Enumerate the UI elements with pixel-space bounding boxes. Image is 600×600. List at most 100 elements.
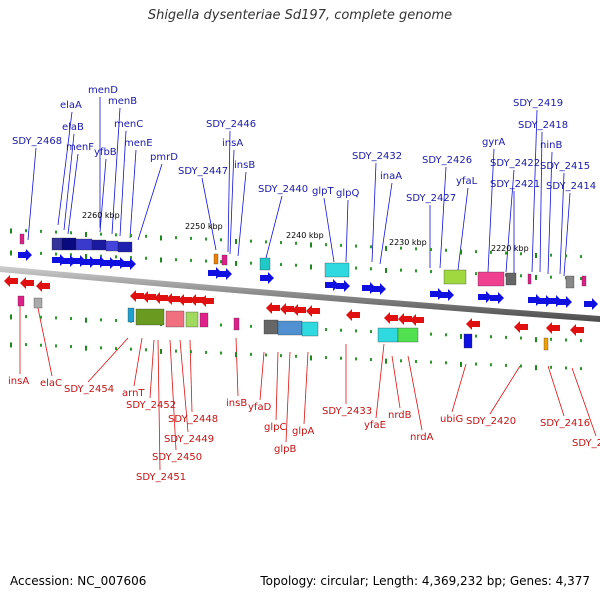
- gene-block: [185, 311, 199, 328]
- gene-label-top: glpQ: [336, 188, 359, 199]
- leader-line: [237, 171, 247, 257]
- reverse-gene-arrow: [346, 309, 360, 321]
- gene-features: [4, 228, 598, 371]
- tick-mark: [505, 335, 507, 339]
- leader-line: [99, 158, 107, 233]
- tick-mark: [220, 351, 222, 355]
- genome-summary-text: Topology: circular; Length: 4,369,232 bp…: [260, 574, 590, 588]
- reverse-gene-arrow: [36, 280, 50, 292]
- tick-mark: [475, 362, 477, 366]
- gene-block: [397, 327, 419, 343]
- gene-block: [199, 312, 209, 328]
- gene-label-top: SDY_2422: [490, 158, 540, 169]
- gene-label-top: SDY_2426: [422, 155, 472, 166]
- tick-mark: [250, 261, 252, 265]
- tick-mark: [490, 250, 492, 254]
- leader-line: [505, 169, 515, 273]
- leader-line: [563, 192, 571, 277]
- gene-label-top: SDY_2447: [178, 166, 228, 177]
- tick-mark: [580, 339, 582, 343]
- tick-mark: [25, 229, 27, 233]
- tick-mark: [385, 245, 387, 251]
- tick-mark: [445, 361, 447, 365]
- reverse-gene-arrow: [166, 293, 180, 305]
- tick-mark: [520, 336, 522, 340]
- tick-mark: [445, 248, 447, 252]
- reverse-gene-arrow: [142, 291, 156, 303]
- tick-mark: [100, 232, 102, 236]
- tick-mark: [325, 243, 327, 247]
- tick-mark: [550, 337, 552, 341]
- tick-mark: [415, 269, 417, 273]
- forward-gene-arrow: [18, 249, 32, 261]
- tick-mark: [310, 355, 312, 361]
- gene-label-top: pmrD: [150, 152, 178, 163]
- tick-mark: [235, 260, 237, 266]
- tick-mark: [115, 233, 117, 237]
- gene-label-top: inaA: [380, 171, 402, 182]
- tick-mark: [520, 252, 522, 256]
- tick-mark: [355, 329, 357, 333]
- leader-line: [285, 351, 291, 443]
- gene-label-top: glpT: [312, 186, 334, 197]
- tick-mark: [295, 241, 297, 245]
- tick-mark: [460, 361, 462, 367]
- leader-line: [371, 162, 377, 263]
- tick-mark: [205, 237, 207, 241]
- gene-label-top: elaA: [60, 100, 82, 111]
- tick-mark: [325, 356, 327, 360]
- gene-label-bottom: ubiG: [440, 414, 463, 425]
- reverse-gene-arrow: [130, 290, 144, 302]
- tick-mark: [115, 255, 117, 259]
- gene-label-top: menD: [88, 85, 118, 96]
- leader-line: [63, 133, 75, 231]
- leader-line: [179, 339, 189, 433]
- forward-gene-arrow: [558, 296, 572, 308]
- tick-mark: [265, 353, 267, 357]
- tick-mark: [145, 256, 147, 260]
- gene-block: [443, 269, 467, 285]
- tick-mark: [280, 263, 282, 267]
- leader-line: [439, 166, 447, 269]
- leader-line: [379, 182, 393, 265]
- tick-mark: [190, 236, 192, 240]
- tick-mark: [550, 275, 552, 279]
- tick-mark: [25, 343, 27, 347]
- gene-block: [505, 272, 517, 286]
- gene-label-top: yfbB: [94, 147, 117, 158]
- leader-line: [407, 355, 423, 431]
- kbp-label: 2230 kbp: [389, 238, 427, 247]
- leader-line: [27, 147, 37, 241]
- tick-mark: [40, 315, 42, 319]
- tick-mark: [385, 267, 387, 273]
- reverse-gene-arrow: [514, 321, 528, 333]
- tick-mark: [355, 244, 357, 248]
- tick-mark: [85, 345, 87, 351]
- leader-line: [265, 195, 283, 259]
- tick-mark: [475, 250, 477, 254]
- tick-mark: [295, 263, 297, 267]
- gene-block: [301, 321, 319, 337]
- tick-mark: [415, 247, 417, 251]
- tick-mark: [10, 342, 12, 348]
- leader-line: [137, 163, 163, 241]
- leader-line: [119, 130, 127, 237]
- kbp-scale: 2260 kbp 2250 kbp 2240 kbp 2230 kbp 2220 kbp: [82, 211, 529, 253]
- tick-mark: [520, 274, 522, 278]
- tick-mark: [430, 332, 432, 336]
- gene-label-bottom: glpB: [274, 444, 296, 455]
- gene-block: [17, 295, 25, 307]
- gene-label-top: yfaL: [456, 176, 478, 187]
- tick-mark: [250, 324, 252, 328]
- gene-block: [165, 310, 185, 328]
- tick-mark: [565, 254, 567, 258]
- tick-mark: [340, 328, 342, 332]
- tick-mark: [340, 243, 342, 247]
- gene-label-bottom: elaC: [40, 378, 62, 389]
- tick-mark: [100, 254, 102, 258]
- tick-mark: [100, 318, 102, 322]
- tick-mark: [355, 266, 357, 270]
- gene-block: [277, 320, 303, 336]
- gene-label-bottom: SDY_2416: [540, 418, 590, 429]
- tick-mark: [160, 348, 162, 354]
